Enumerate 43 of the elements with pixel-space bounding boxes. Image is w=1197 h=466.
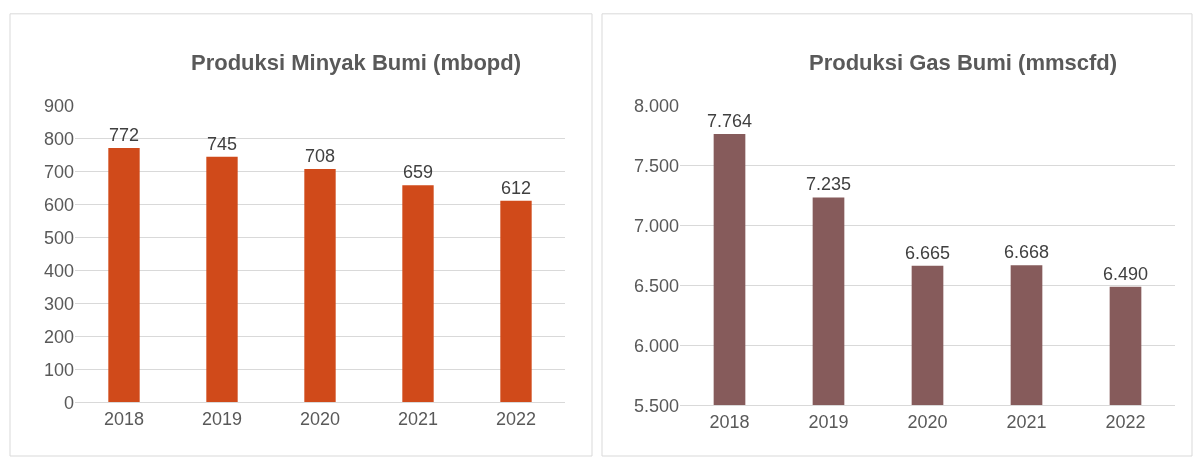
chart-title: Produksi Minyak Bumi (mbopd) [191, 50, 522, 75]
y-tick-label: 500 [43, 227, 74, 248]
y-tick-label: 7.500 [633, 155, 679, 176]
data-label: 745 [206, 133, 238, 154]
bar [304, 169, 336, 403]
x-tick-label: 2018 [709, 411, 750, 432]
data-label: 7.235 [805, 174, 852, 195]
y-tick-label: 100 [43, 359, 74, 380]
x-tick-label: 2021 [1006, 411, 1047, 432]
x-tick-label: 2021 [397, 409, 439, 429]
bar [108, 147, 140, 403]
y-tick-label: 800 [43, 128, 74, 149]
data-label: 6.668 [1003, 242, 1050, 263]
x-tick-label: 2019 [201, 409, 243, 429]
data-label: 6.490 [1102, 263, 1149, 284]
x-tick-label: 2022 [495, 409, 537, 429]
y-tick-label: 0 [63, 392, 74, 413]
x-tick-label: 2020 [907, 411, 948, 432]
chart-title: Produksi Gas Bumi (mmscfd) [809, 50, 1118, 75]
data-label: 7.764 [706, 110, 753, 131]
y-tick-label: 200 [43, 326, 74, 347]
y-tick-label: 400 [43, 260, 74, 281]
data-label: 708 [304, 146, 336, 166]
x-tick-label: 2020 [299, 409, 341, 429]
data-label: 6.665 [904, 242, 951, 263]
x-tick-label: 2019 [808, 411, 849, 432]
y-tick-label: 8.000 [633, 96, 679, 117]
bar [206, 156, 238, 403]
bar [500, 200, 532, 403]
y-tick-label: 5.500 [633, 395, 679, 416]
y-tick-label: 600 [43, 194, 74, 215]
y-tick-label: 300 [43, 293, 74, 314]
bar [402, 185, 434, 403]
y-tick-label: 900 [43, 96, 74, 117]
data-label: 659 [402, 162, 434, 183]
x-tick-label: 2018 [103, 409, 145, 429]
y-tick-label: 7.000 [633, 215, 679, 236]
y-tick-label: 6.000 [633, 335, 679, 356]
y-tick-label: 700 [43, 161, 74, 182]
x-tick-label: 2022 [1105, 411, 1146, 432]
y-tick-label: 6.500 [633, 275, 679, 296]
data-label: 612 [500, 177, 532, 198]
data-label: 772 [108, 124, 140, 145]
